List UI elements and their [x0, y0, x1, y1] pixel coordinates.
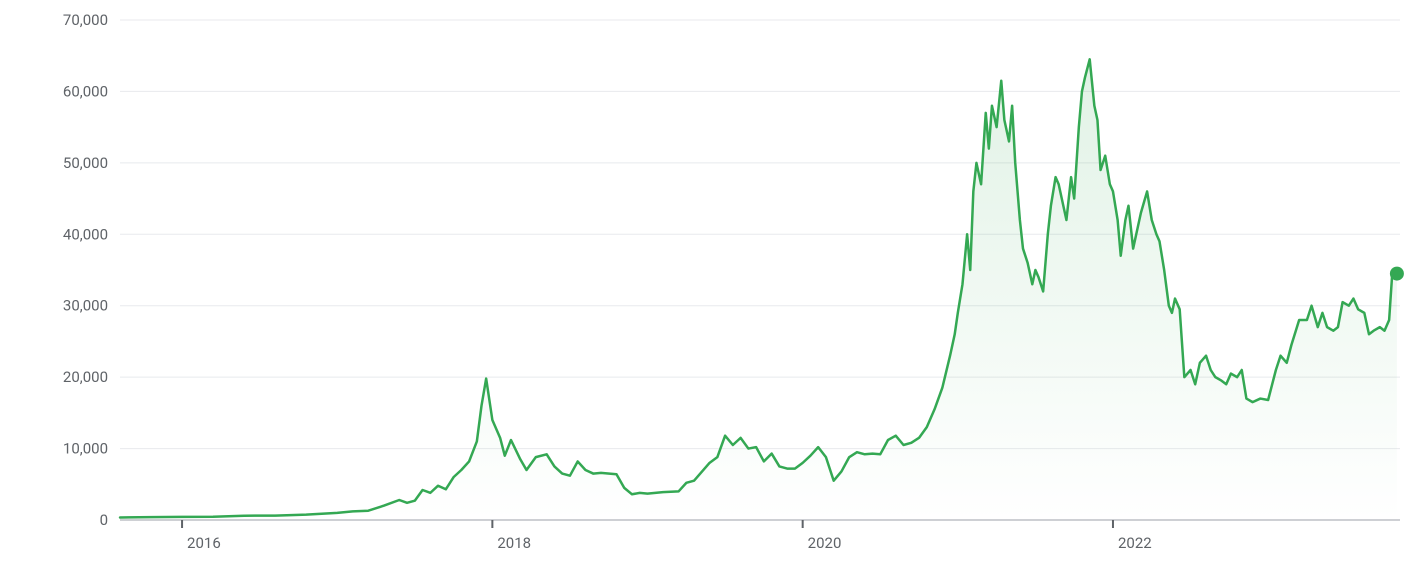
x-tick-label: 2022 [1118, 534, 1152, 552]
x-tick-label: 2018 [497, 534, 531, 552]
chart-svg: 0 10,000 20,000 30,000 40,000 50,000 60,000 70,… [0, 0, 1428, 562]
y-tick-label: 50,000 [63, 154, 108, 172]
series-end-dot [1390, 267, 1404, 281]
x-tick-label: 2020 [808, 534, 842, 552]
x-tick-label: 2016 [187, 534, 221, 552]
y-tick-label: 20,000 [63, 368, 108, 386]
y-tick-label: 60,000 [63, 82, 108, 100]
y-tick-label: 0 [100, 511, 108, 529]
y-tick-label: 40,000 [63, 225, 108, 243]
y-tick-label: 10,000 [63, 440, 108, 458]
y-tick-label: 70,000 [63, 11, 108, 29]
price-line-chart: 0 10,000 20,000 30,000 40,000 50,000 60,000 70,… [0, 0, 1428, 562]
y-tick-label: 30,000 [63, 297, 108, 315]
